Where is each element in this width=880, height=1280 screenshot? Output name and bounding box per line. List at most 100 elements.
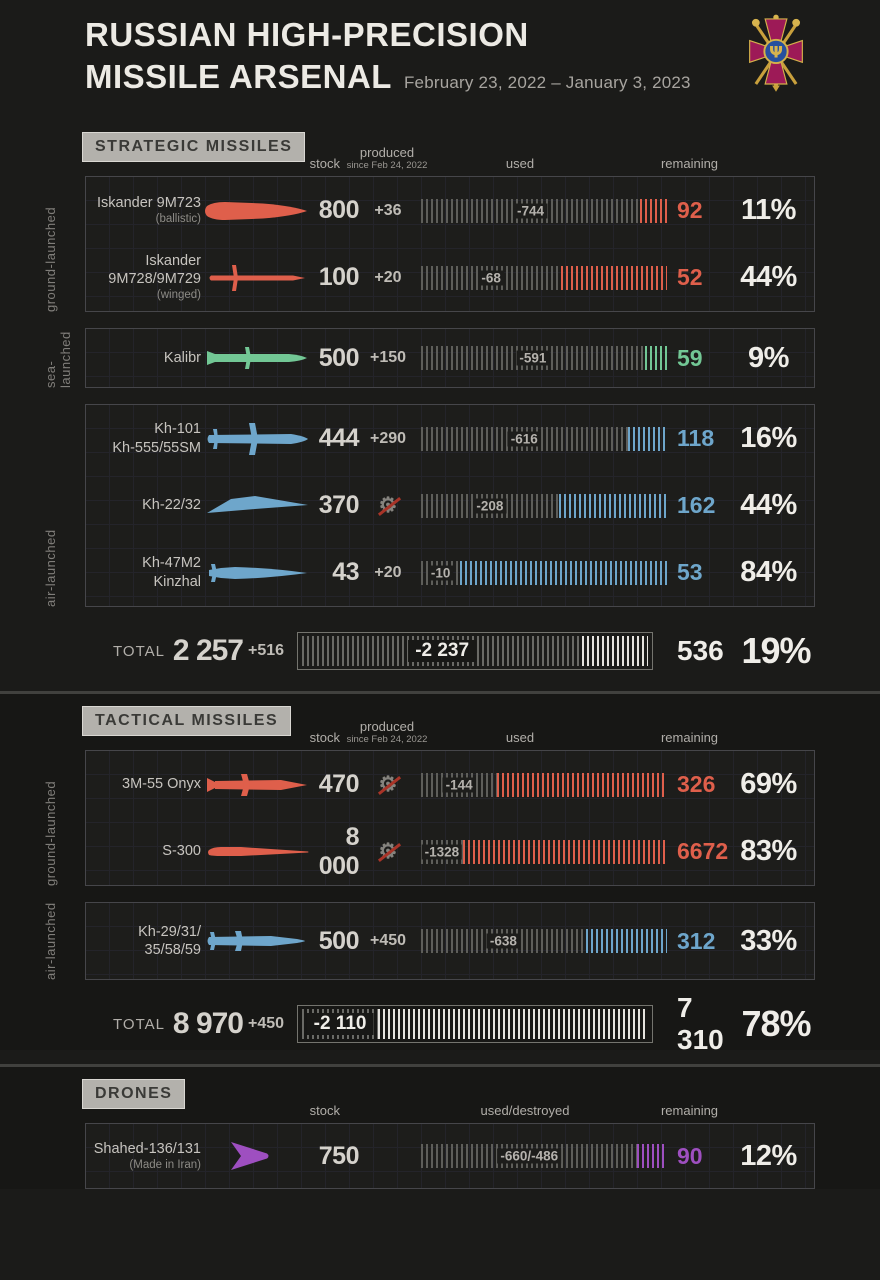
section-label: TACTICAL MISSILES [82, 706, 292, 736]
group-air-launched: air-launched Kh-101 Kh-555/55SM 444 +290 … [43, 404, 815, 607]
missile-subname: (winged) [156, 289, 201, 302]
missile-row-kinzhal: Kh-47M2 Kinzhal 43 +20 -10 53 84% [86, 539, 814, 606]
missile-name: 3M-55 Onyx [122, 776, 201, 793]
section-divider [0, 1064, 880, 1067]
missile-row-s-300: S-300 8 000 ⚙ -1328 6672 83% [86, 818, 814, 885]
hypersonic-missile-icon [201, 555, 311, 591]
s300-missile-icon [201, 834, 311, 870]
column-header-produced: produced since Feb 24, 2022 [346, 145, 428, 172]
no-production-icon: ⚙ [377, 774, 401, 795]
title-line-2: MISSILE ARSENAL February 23, 2022 – Janua… [85, 58, 691, 96]
usage-bar: -616 [421, 426, 667, 451]
group-ground-launched: ground-launched 3M-55 Onyx 470 ⚙ -144 32… [43, 750, 815, 886]
cruise-missile-icon [201, 421, 311, 457]
total-usage-bar: -2 110 [297, 1005, 653, 1043]
produced-value: +450 [369, 932, 407, 949]
stock-value: 43 [332, 558, 359, 586]
dart-missile-icon [201, 488, 311, 524]
missile-name-2: 9M728/9M729 [108, 271, 201, 288]
missile-subname: (ballistic) [155, 213, 201, 226]
stock-value: 100 [318, 263, 360, 291]
total-percent-value: 19% [741, 630, 811, 671]
remaining-value: 52 [677, 264, 703, 290]
column-header-used: used [505, 730, 535, 746]
remaining-value: 6672 [677, 838, 729, 864]
section-drones: DRONES stock used/destroyed remaining Sh… [0, 1067, 880, 1189]
group-label: ground-launched [43, 780, 58, 886]
missile-name: Kh-47M2 [142, 555, 201, 572]
column-header-produced: produced since Feb 24, 2022 [346, 719, 428, 746]
total-row-strategic: TOTAL 2 257 +516 -2 237 536 19% [85, 625, 815, 677]
used-value: -10 [427, 565, 454, 580]
used-value: -744 [513, 203, 547, 218]
stock-value: 444 [318, 424, 360, 452]
used-value: -1328 [421, 844, 463, 859]
stock-value: 500 [318, 343, 360, 372]
group-label: air-launched [43, 529, 58, 607]
usage-bar: -660/-486 [421, 1144, 667, 1168]
missile-name-2: 35/58/59 [144, 942, 201, 958]
used-value: -616 [507, 431, 541, 446]
used-value: -638 [486, 933, 520, 949]
no-production-icon: ⚙ [377, 841, 401, 862]
percent-value: 11% [741, 194, 796, 226]
column-header-stock: stock [309, 1103, 340, 1119]
total-label: TOTAL [113, 642, 165, 660]
total-used-value: -2 237 [408, 640, 477, 662]
drone-name: Shahed-136/131 [93, 1140, 201, 1157]
ukrainian-armed-forces-emblem-icon: Ψ [745, 5, 807, 101]
missile-name: Kh-29/31/ [138, 923, 201, 940]
total-stock-value: 2 257 [172, 634, 244, 667]
group-label: ground-launched [43, 206, 58, 312]
group-label: sea-launched [43, 331, 73, 388]
total-label: TOTAL [113, 1015, 165, 1033]
total-percent-value: 78% [741, 1003, 811, 1044]
missile-name: Kh-101 [154, 421, 201, 438]
column-header-used: used [505, 156, 535, 172]
total-produced-value: +450 [247, 1015, 285, 1032]
column-header-stock: stock [309, 156, 340, 172]
column-header-remaining: remaining [660, 1103, 719, 1119]
usage-bar: -744 [421, 198, 667, 223]
header: RUSSIAN HIGH-PRECISION MISSILE ARSENAL Fe… [0, 0, 880, 120]
total-stock-value: 8 970 [172, 1007, 244, 1040]
remaining-value: 90 [677, 1142, 703, 1169]
used-value: -591 [516, 350, 550, 366]
missile-row-iskander-9m728-9m729: Iskander 9M728/9M729 (winged) 100 +20 -68 … [86, 244, 814, 311]
missile-name-2: Kh-555/55SM [112, 439, 201, 456]
drone-row-shahed-136-131: Shahed-136/131 (Made in Iran) 750 -660/-4… [86, 1124, 814, 1188]
remaining-value: 53 [677, 559, 703, 585]
total-usage-bar: -2 237 [297, 632, 653, 670]
produced-value: +20 [374, 563, 402, 581]
usage-bar: -10 [421, 560, 667, 585]
tactical-air-missile-icon [201, 923, 311, 959]
winged-cruise-missile-icon [201, 260, 311, 296]
section-divider [0, 691, 880, 694]
produced-value: +20 [374, 268, 402, 286]
usage-bar: -144 [421, 772, 667, 797]
used-value: -68 [478, 270, 504, 285]
used-destroyed-value: -660/-486 [497, 1148, 562, 1164]
percent-value: 44% [740, 261, 797, 293]
group-label: air-launched [43, 902, 58, 980]
column-header-used-destroyed: used/destroyed [480, 1103, 570, 1119]
stock-value: 750 [318, 1141, 360, 1170]
missile-row-kalibr: Kalibr 500 +150 -591 59 9% [86, 329, 814, 387]
section-label: DRONES [82, 1079, 186, 1109]
total-produced-value: +516 [247, 642, 285, 659]
total-remaining-value: 536 [677, 635, 724, 666]
total-used-value: -2 110 [306, 1013, 374, 1035]
date-range: February 23, 2022 – January 3, 2023 [403, 73, 691, 93]
used-value: -208 [473, 498, 507, 513]
group-sea-launched: sea-launched Kalibr 500 +150 -591 59 9% [43, 328, 815, 388]
delta-wing-drone-icon [201, 1138, 311, 1174]
column-header-remaining: remaining [660, 156, 719, 172]
section-strategic-missiles: STRATEGIC MISSILES stock produced since F… [0, 120, 880, 677]
missile-row-kh-22-32: Kh-22/32 370 ⚙ -208 162 44% [86, 472, 814, 539]
missile-row-kh-101: Kh-101 Kh-555/55SM 444 +290 -616 118 16% [86, 405, 814, 472]
produced-value: +36 [374, 201, 402, 219]
total-remaining-value: 7 310 [677, 992, 724, 1055]
missile-name: Iskander [145, 253, 201, 270]
group-air-launched: air-launched Kh-29/31/35/58/59 500 +450 … [43, 902, 815, 980]
svg-text:Ψ: Ψ [769, 43, 783, 62]
